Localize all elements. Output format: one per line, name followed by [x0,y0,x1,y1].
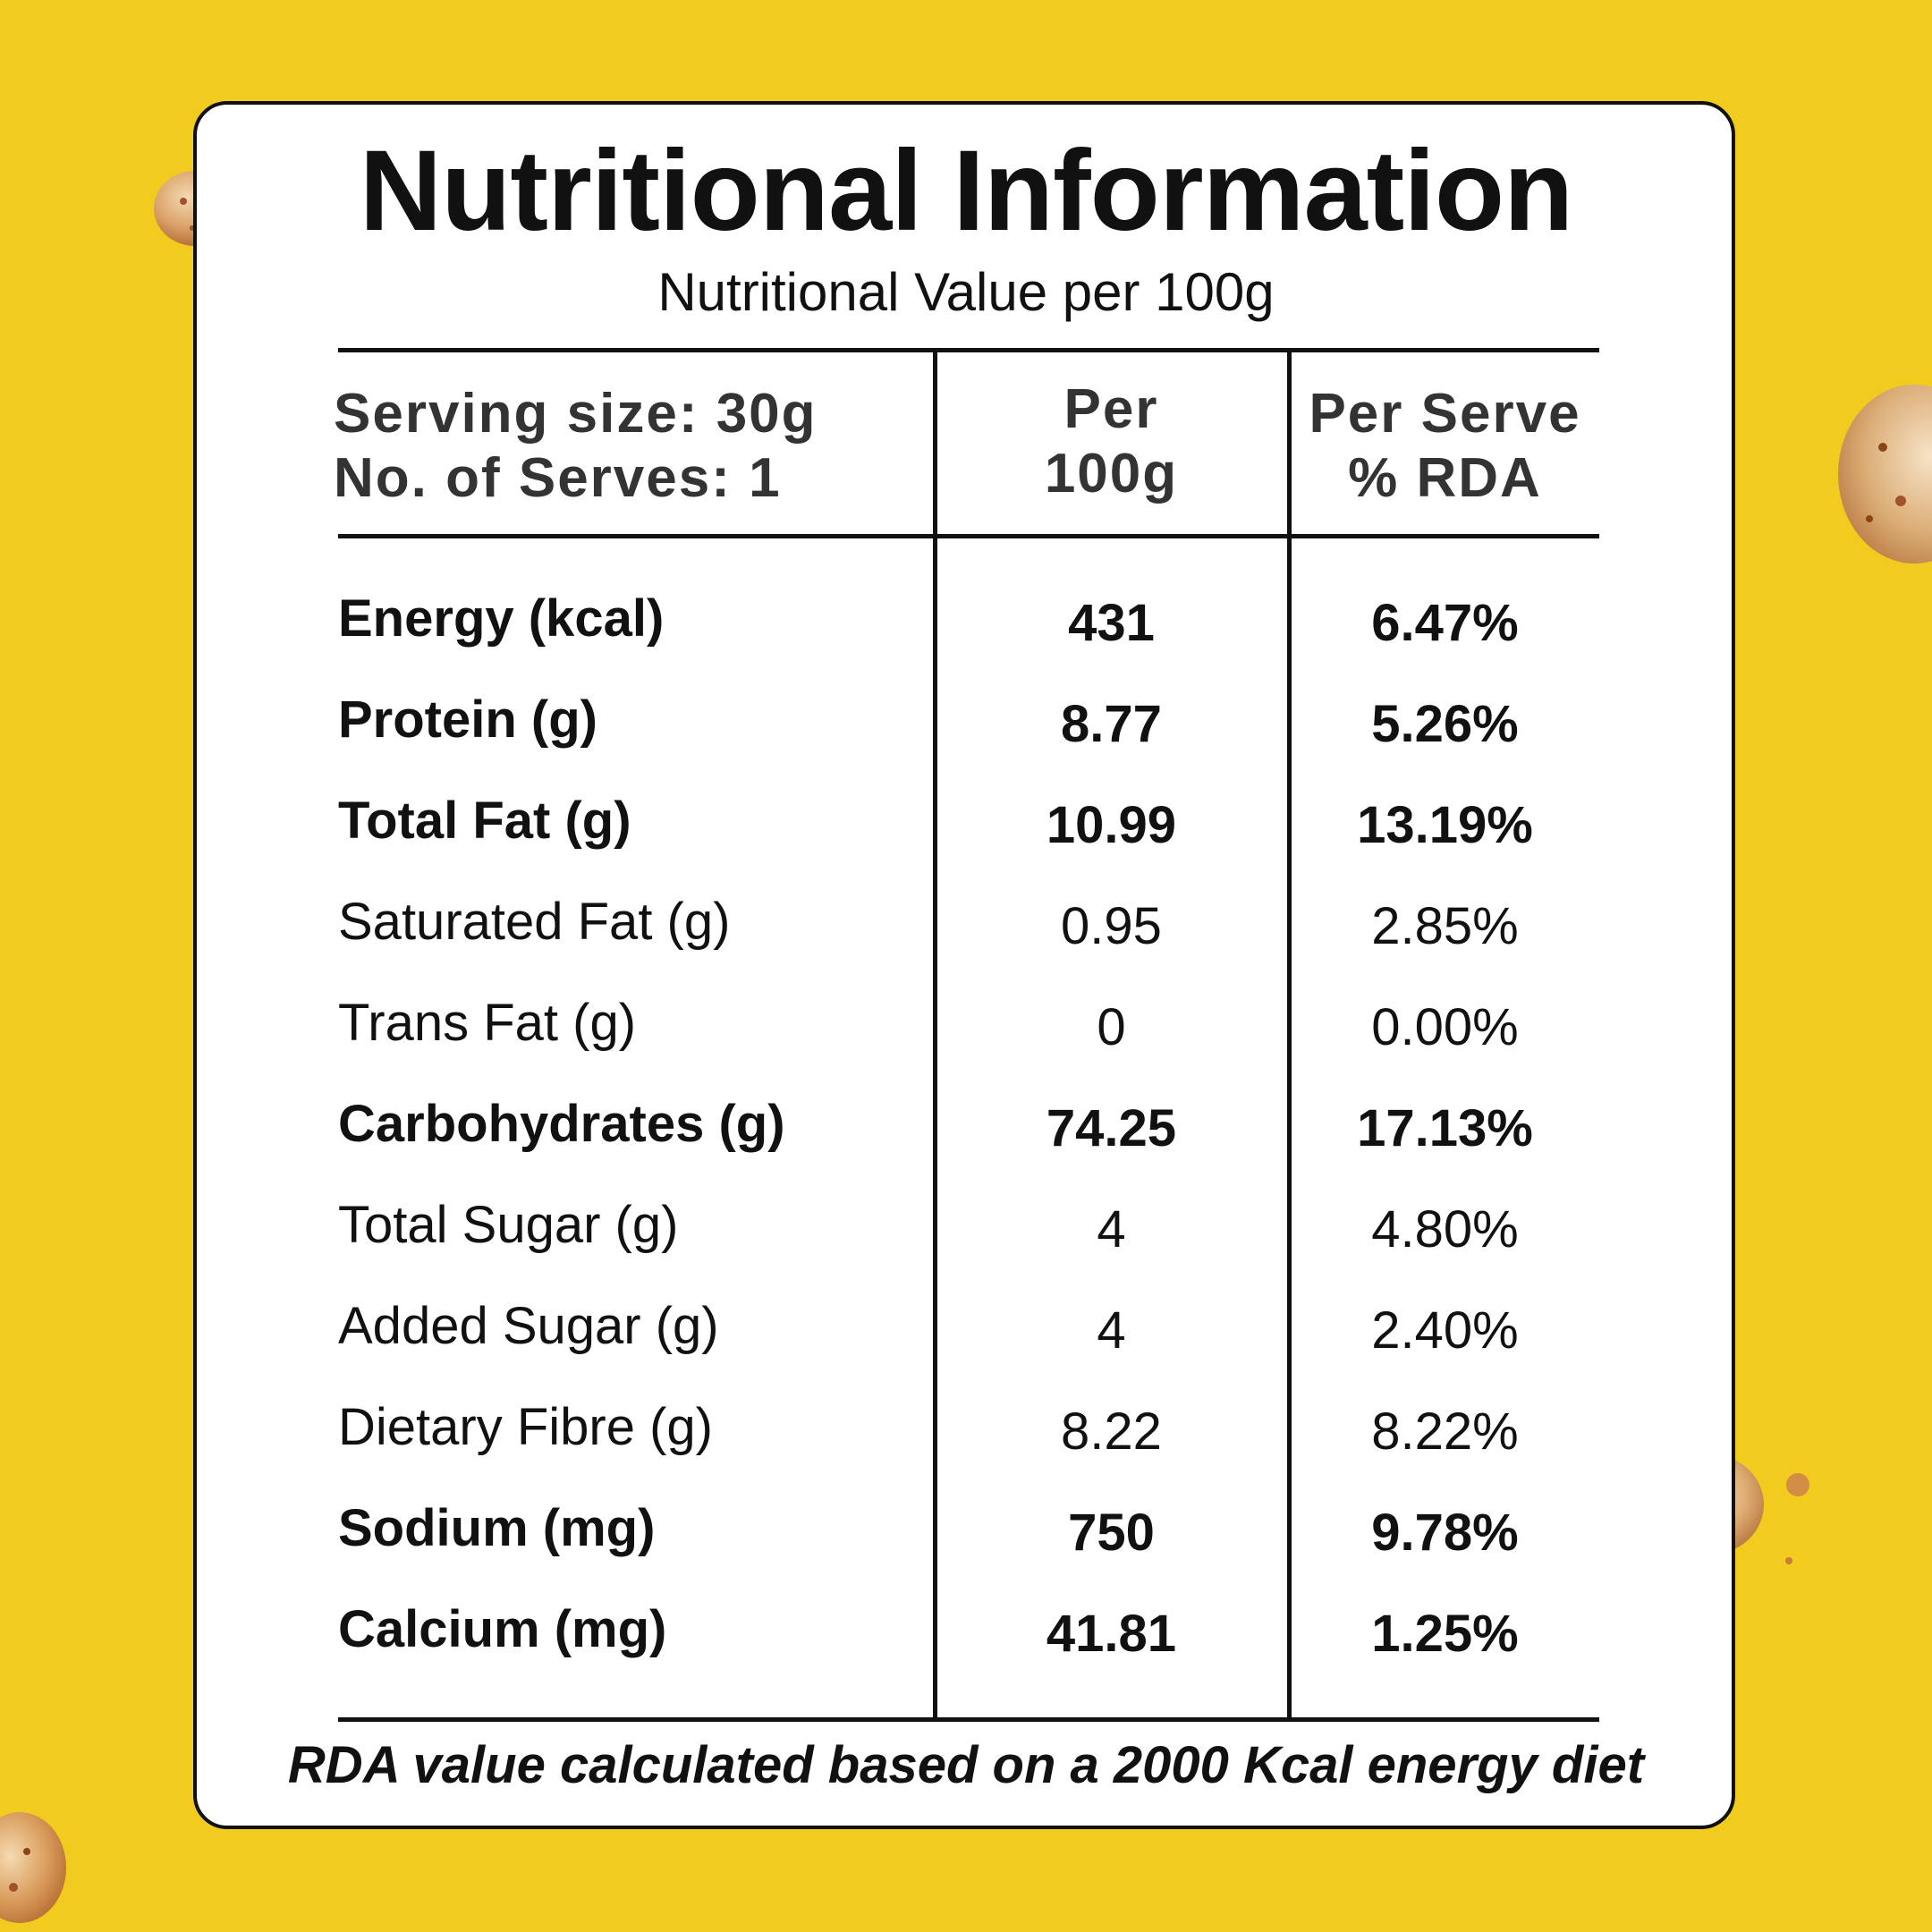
nutrient-label: Dietary Fibre (g) [338,1398,713,1456]
column-divider [933,348,937,1722]
nutrient-label: Calcium (mg) [338,1600,667,1658]
rda-value: 17.13% [1357,1099,1533,1157]
serving-info: Serving size: 30g No. of Serves: 1 [334,382,818,511]
rda-value: 5.26% [1371,695,1519,753]
per-100g-value: 4 [1097,1200,1126,1258]
column-header-rda: Per Serve % RDA [1309,383,1581,509]
nutrient-label: Trans Fat (g) [338,994,637,1052]
column-header-per-100g: Per 100g [1044,378,1179,504]
per-100g-value: 0.95 [1061,897,1162,955]
rda-value: 13.19% [1357,796,1533,854]
nutrient-label: Energy (kcal) [338,589,665,648]
per-100g-value: 8.22 [1061,1402,1162,1461]
per-100g-value: 4 [1097,1301,1126,1360]
rda-value: 1.25% [1371,1605,1519,1663]
per-100g-value: 41.81 [1046,1605,1177,1663]
nutrient-label: Saturated Fat (g) [338,893,731,951]
nutrient-label: Total Sugar (g) [338,1196,679,1254]
rda-value: 6.47% [1371,594,1519,652]
header-bottom-rule [338,534,1599,538]
rda-value: 2.85% [1371,897,1519,955]
table-bottom-rule [338,1717,1599,1722]
per-100g-value: 431 [1068,594,1155,652]
table-top-rule [338,348,1599,352]
per-100g-value: 0 [1097,998,1126,1056]
rda-value: 8.22% [1371,1402,1519,1461]
per-100g-value: 10.99 [1046,796,1177,854]
per-100g-value: 8.77 [1061,695,1162,753]
snack-puff-image [0,1812,66,1923]
number-of-serves: No. of Serves: 1 [334,447,782,509]
nutrient-label: Total Fat (g) [338,792,631,850]
snack-puff-image [1838,385,1932,564]
nutrient-label: Sodium (mg) [338,1499,656,1557]
rda-footnote: RDA value calculated based on a 2000 Kca… [287,1736,1645,1794]
page-title: Nutritional Information [359,127,1573,255]
column-divider [1287,348,1292,1722]
nutrient-label: Carbohydrates (g) [338,1095,785,1153]
nutrient-label: Added Sugar (g) [338,1297,719,1355]
nutrient-label: Protein (g) [338,691,597,749]
serving-size: Serving size: 30g [334,383,818,445]
rda-value: 2.40% [1371,1301,1519,1360]
rda-value: 0.00% [1371,998,1519,1056]
per-100g-value: 74.25 [1046,1099,1177,1157]
rda-value: 9.78% [1371,1504,1519,1562]
subtitle: Nutritional Value per 100g [657,262,1275,322]
rda-value: 4.80% [1371,1200,1519,1258]
nutrition-card [193,101,1735,1829]
per-100g-value: 750 [1068,1504,1155,1562]
